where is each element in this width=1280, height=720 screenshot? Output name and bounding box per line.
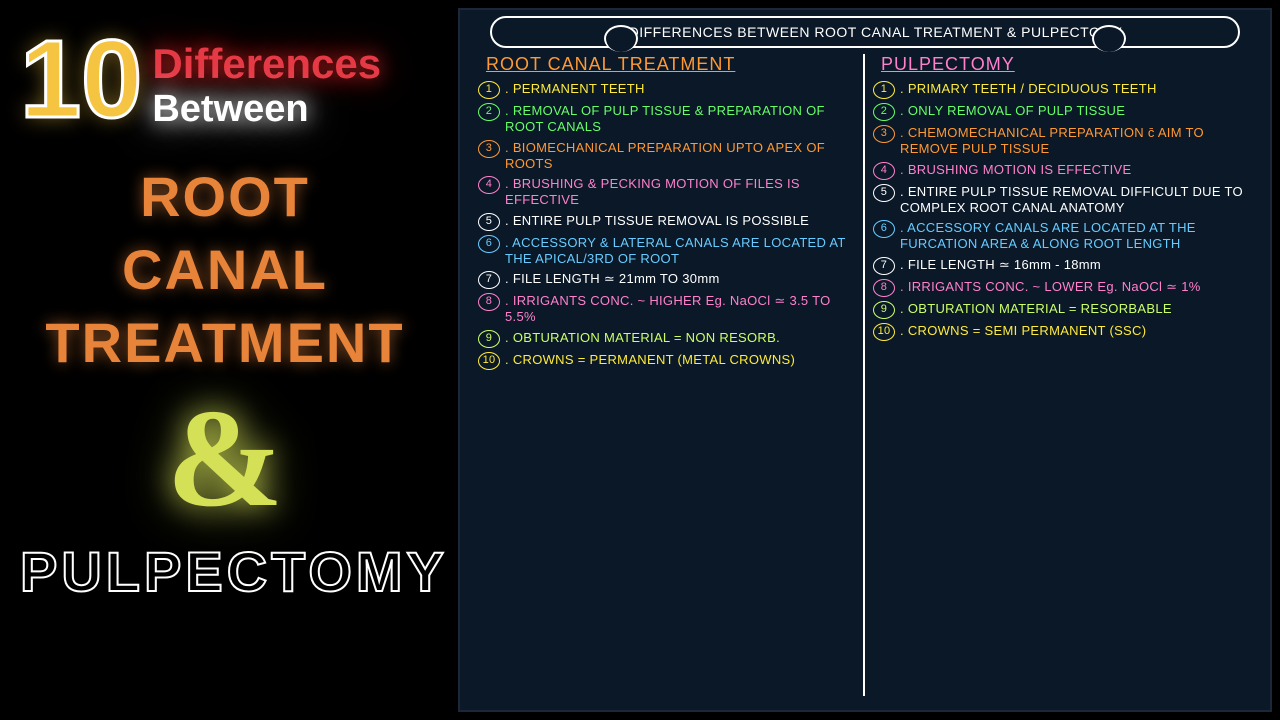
list-item: 8 . IRRIGANTS CONC. ~ HIGHER Eg. NaOCl ≃ … — [478, 293, 855, 326]
header-pulpectomy: PULPECTOMY — [873, 54, 1252, 75]
list-item: 9 . OBTURATION MATERIAL = NON RESORB. — [478, 330, 855, 348]
item-number: 2 — [873, 103, 895, 121]
item-text: . CROWNS = PERMANENT (METAL CROWNS) — [505, 352, 795, 368]
right-panel: 10 DIFFERENCES BETWEEN ROOT CANAL TREATM… — [450, 0, 1280, 720]
list-item: 5 . ENTIRE PULP TISSUE REMOVAL IS POSSIBL… — [478, 213, 855, 231]
item-number: 2 — [478, 103, 500, 121]
item-number: 3 — [873, 125, 895, 143]
item-number: 5 — [478, 213, 500, 231]
item-text: . BRUSHING MOTION IS EFFECTIVE — [900, 162, 1131, 178]
item-number: 6 — [478, 235, 500, 253]
list-rct: 1 . PERMANENT TEETH 2 . REMOVAL OF PULP TIS… — [478, 81, 855, 370]
list-item: 7 . FILE LENGTH ≃ 21mm TO 30mm — [478, 271, 855, 289]
item-text: . ENTIRE PULP TISSUE REMOVAL IS POSSIBLE — [505, 213, 809, 229]
item-text: . REMOVAL OF PULP TISSUE & PREPARATION O… — [505, 103, 855, 136]
item-number: 3 — [478, 140, 500, 158]
item-text: . OBTURATION MATERIAL = RESORBABLE — [900, 301, 1172, 317]
list-item: 10 . CROWNS = SEMI PERMANENT (SSC) — [873, 323, 1252, 341]
board-title: 10 DIFFERENCES BETWEEN ROOT CANAL TREATM… — [490, 16, 1241, 48]
list-item: 7 . FILE LENGTH ≃ 16mm - 18mm — [873, 257, 1252, 275]
list-item: 8 . IRRIGANTS CONC. ~ LOWER Eg. NaOCl ≃ 1… — [873, 279, 1252, 297]
item-text: . IRRIGANTS CONC. ~ HIGHER Eg. NaOCl ≃ 3… — [505, 293, 855, 326]
between-text: Between — [152, 88, 381, 131]
list-item: 4 . BRUSHING & PECKING MOTION OF FILES IS… — [478, 176, 855, 209]
item-number: 4 — [873, 162, 895, 180]
list-item: 1 . PRIMARY TEETH / DECIDUOUS TEETH — [873, 81, 1252, 99]
rct-word-2: CANAL — [20, 234, 430, 307]
list-pulpectomy: 1 . PRIMARY TEETH / DECIDUOUS TEETH 2 . ONL… — [873, 81, 1252, 341]
item-number: 10 — [478, 352, 500, 370]
rct-word-1: ROOT — [20, 161, 430, 234]
title-row: 10 Differences Between — [20, 30, 430, 131]
differences-text: Differences — [152, 40, 381, 88]
item-number: 9 — [478, 330, 500, 348]
pulpectomy-text: PULPECTOMY — [20, 539, 430, 604]
item-number: 6 — [873, 220, 895, 238]
comparison-columns: ROOT CANAL TREATMENT 1 . PERMANENT TEETH 2… — [470, 54, 1260, 696]
header-rct: ROOT CANAL TREATMENT — [478, 54, 855, 75]
ampersand: & — [20, 389, 430, 529]
item-text: . ONLY REMOVAL OF PULP TISSUE — [900, 103, 1125, 119]
item-text: . BRUSHING & PECKING MOTION OF FILES IS … — [505, 176, 855, 209]
item-number: 1 — [478, 81, 500, 99]
chalkboard: 10 DIFFERENCES BETWEEN ROOT CANAL TREATM… — [458, 8, 1272, 712]
item-number: 1 — [873, 81, 895, 99]
item-text: . OBTURATION MATERIAL = NON RESORB. — [505, 330, 780, 346]
item-number: 8 — [873, 279, 895, 297]
left-title-panel: 10 Differences Between ROOT CANAL TREATM… — [0, 0, 450, 720]
item-text: . ACCESSORY & LATERAL CANALS ARE LOCATED… — [505, 235, 855, 268]
list-item: 4 . BRUSHING MOTION IS EFFECTIVE — [873, 162, 1252, 180]
list-item: 10 . CROWNS = PERMANENT (METAL CROWNS) — [478, 352, 855, 370]
rct-word-3: TREATMENT — [20, 307, 430, 380]
item-number: 7 — [873, 257, 895, 275]
item-text: . ENTIRE PULP TISSUE REMOVAL DIFFICULT D… — [900, 184, 1252, 217]
column-pulpectomy: PULPECTOMY 1 . PRIMARY TEETH / DECIDUOUS … — [865, 54, 1260, 696]
item-text: . CHEMOMECHANICAL PREPARATION c̄ AIM TO … — [900, 125, 1252, 158]
list-item: 2 . REMOVAL OF PULP TISSUE & PREPARATION … — [478, 103, 855, 136]
item-number: 7 — [478, 271, 500, 289]
item-number: 10 — [873, 323, 895, 341]
item-text: . FILE LENGTH ≃ 16mm - 18mm — [900, 257, 1101, 273]
item-number: 5 — [873, 184, 895, 202]
list-item: 6 . ACCESSORY CANALS ARE LOCATED AT THE F… — [873, 220, 1252, 253]
item-text: . PERMANENT TEETH — [505, 81, 645, 97]
list-item: 6 . ACCESSORY & LATERAL CANALS ARE LOCATE… — [478, 235, 855, 268]
item-text: . FILE LENGTH ≃ 21mm TO 30mm — [505, 271, 720, 287]
item-number: 8 — [478, 293, 500, 311]
item-text: . CROWNS = SEMI PERMANENT (SSC) — [900, 323, 1146, 339]
item-text: . ACCESSORY CANALS ARE LOCATED AT THE FU… — [900, 220, 1252, 253]
list-item: 1 . PERMANENT TEETH — [478, 81, 855, 99]
column-rct: ROOT CANAL TREATMENT 1 . PERMANENT TEETH 2… — [470, 54, 865, 696]
item-text: . IRRIGANTS CONC. ~ LOWER Eg. NaOCl ≃ 1% — [900, 279, 1201, 295]
item-text: . PRIMARY TEETH / DECIDUOUS TEETH — [900, 81, 1157, 97]
list-item: 5 . ENTIRE PULP TISSUE REMOVAL DIFFICULT … — [873, 184, 1252, 217]
list-item: 3 . CHEMOMECHANICAL PREPARATION c̄ AIM TO… — [873, 125, 1252, 158]
number-ten: 10 — [20, 30, 142, 129]
list-item: 3 . BIOMECHANICAL PREPARATION UPTO APEX O… — [478, 140, 855, 173]
main-title-block: ROOT CANAL TREATMENT & PULPECTOMY — [20, 161, 430, 604]
item-text: . BIOMECHANICAL PREPARATION UPTO APEX OF… — [505, 140, 855, 173]
item-number: 4 — [478, 176, 500, 194]
list-item: 2 . ONLY REMOVAL OF PULP TISSUE — [873, 103, 1252, 121]
item-number: 9 — [873, 301, 895, 319]
title-words: Differences Between — [152, 40, 381, 131]
list-item: 9 . OBTURATION MATERIAL = RESORBABLE — [873, 301, 1252, 319]
